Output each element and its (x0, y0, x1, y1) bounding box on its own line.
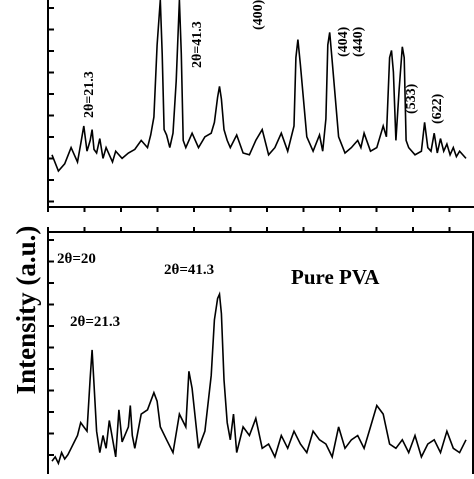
top-panel: 2θ=21.3 2θ=41.3 (400) (404) (440) (533) … (47, 0, 474, 212)
bottom-panel: Pure PVA 2θ=20 2θ=21.3 2θ=41.3 (47, 227, 474, 479)
y-axis-label: Intensity (a.u.) (11, 226, 41, 395)
top-annotation-2theta-21: 2θ=21.3 (82, 71, 97, 118)
top-annotation-622: (622) (430, 93, 445, 124)
bottom-annotation-2theta-21: 2θ=21.3 (70, 314, 120, 330)
top-series-line (51, 0, 467, 173)
top-y-ticks (48, 7, 54, 203)
bottom-y-ticks (48, 239, 54, 456)
bottom-series-line (51, 291, 467, 466)
bottom-annotation-2theta-41: 2θ=41.3 (164, 262, 214, 278)
bottom-panel-title: Pure PVA (291, 265, 380, 289)
bottom-panel-frame (47, 231, 474, 479)
top-annotation-2theta-41: 2θ=41.3 (190, 21, 205, 68)
top-annotation-400: (400) (251, 0, 266, 30)
top-annotation-533: (533) (404, 83, 419, 114)
top-annotation-440: (440) (351, 26, 366, 57)
bottom-annotation-2theta-20: 2θ=20 (57, 251, 96, 267)
top-annotation-404: (404) (336, 26, 351, 57)
bottom-x-ticks (47, 227, 451, 232)
top-x-ticks (47, 207, 451, 212)
